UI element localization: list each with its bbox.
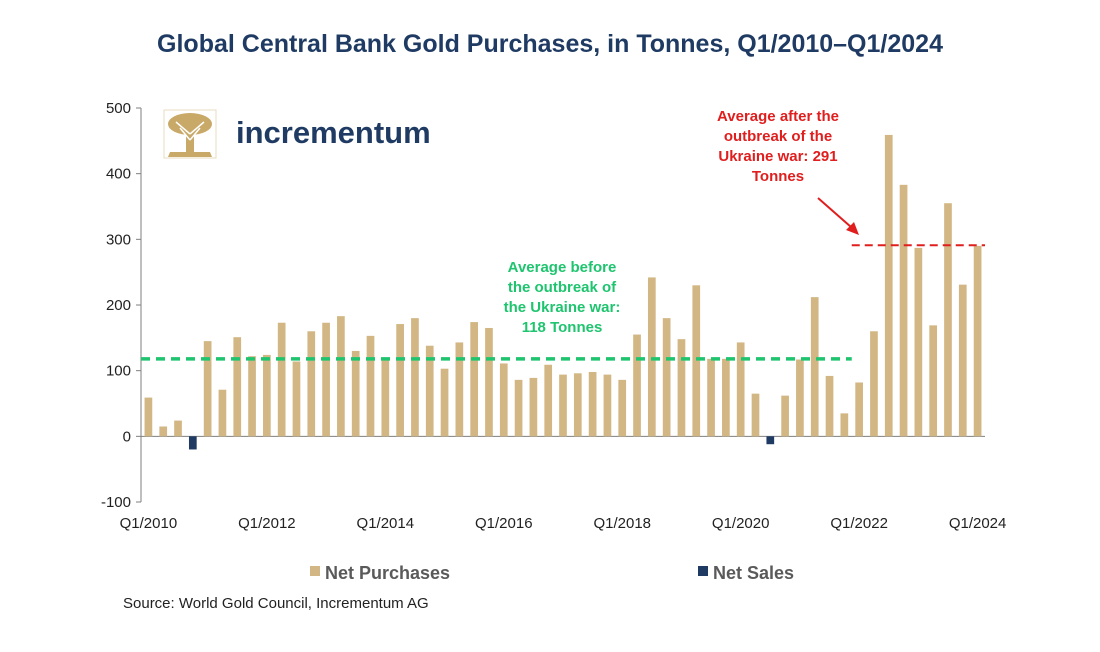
axes: 500 400 300 200 100 0 -100 Q1/2010 Q1/2012 Q1/201… bbox=[101, 100, 1006, 532]
legend: Net Purchases Net Sales bbox=[310, 563, 794, 583]
bar-net-purchases bbox=[544, 364, 553, 437]
bar-net-purchases bbox=[573, 373, 582, 437]
bar-net-purchases bbox=[337, 316, 345, 437]
bar-net-purchases bbox=[929, 325, 938, 437]
y-tick-label: 500 bbox=[106, 100, 131, 117]
bar-net-purchases bbox=[381, 357, 390, 437]
legend-label-net-purchases: Net Purchases bbox=[325, 563, 450, 583]
annotation-after-war: Average after the outbreak of the Ukrain… bbox=[717, 108, 839, 185]
annotation-after-line-3: Ukraine war: 291 bbox=[718, 148, 837, 165]
bar-net-purchases bbox=[603, 374, 612, 437]
tree-logo-icon bbox=[163, 109, 217, 159]
bar-net-purchases bbox=[825, 375, 834, 437]
annotation-before-line-4: 118 Tonnes bbox=[522, 319, 603, 336]
bar-net-purchases bbox=[322, 322, 330, 437]
bar-net-purchases bbox=[692, 285, 701, 437]
y-tick-label: 400 bbox=[106, 166, 131, 183]
bar-net-purchases bbox=[840, 413, 849, 437]
annotation-before-line-3: the Ukraine war: bbox=[504, 299, 621, 316]
source-note: Source: World Gold Council, Incrementum … bbox=[123, 595, 429, 612]
x-tick-label: Q1/2012 bbox=[238, 515, 296, 532]
bar-net-purchases bbox=[722, 358, 730, 437]
bar-net-purchases bbox=[855, 382, 863, 437]
bar-net-purchases bbox=[159, 426, 168, 437]
legend-swatch-net-purchases bbox=[310, 566, 320, 576]
legend-swatch-net-sales bbox=[698, 566, 708, 576]
legend-label-net-sales: Net Sales bbox=[713, 563, 794, 583]
x-tick-label: Q1/2014 bbox=[357, 515, 415, 532]
bar-net-purchases bbox=[781, 395, 789, 437]
x-tick-label: Q1/2010 bbox=[120, 515, 178, 532]
bar-net-purchases bbox=[499, 363, 508, 437]
bar-net-sales bbox=[188, 436, 197, 450]
bar-net-purchases bbox=[870, 331, 878, 437]
annotation-after-line-4: Tonnes bbox=[752, 168, 804, 185]
bar-net-purchases bbox=[440, 368, 449, 437]
logo-text: incrementum bbox=[236, 115, 431, 150]
annotation-before-war: Average before the outbreak of the Ukrai… bbox=[504, 259, 621, 336]
bar-net-purchases bbox=[973, 245, 982, 437]
reference-lines bbox=[141, 244, 985, 361]
annotation-arrow bbox=[817, 197, 859, 235]
bar-net-purchases bbox=[396, 324, 404, 437]
bar-net-purchases bbox=[899, 184, 908, 437]
bar-net-purchases bbox=[411, 318, 419, 437]
annotation-before-line-1: Average before bbox=[508, 259, 617, 276]
x-tick-label: Q1/2022 bbox=[830, 515, 888, 532]
annotation-before-line-2: the outbreak of bbox=[508, 279, 617, 296]
bar-net-purchases bbox=[707, 358, 715, 437]
bars bbox=[144, 134, 982, 450]
bar-net-purchases bbox=[470, 322, 479, 437]
x-tick-label: Q1/2020 bbox=[712, 515, 770, 532]
bar-net-purchases bbox=[351, 350, 360, 437]
annotation-after-line-1: Average after the bbox=[717, 108, 839, 125]
bar-net-purchases bbox=[810, 297, 819, 437]
bar-net-purchases bbox=[307, 331, 316, 437]
bar-net-purchases bbox=[796, 359, 804, 437]
bar-net-purchases bbox=[884, 134, 893, 437]
bar-net-purchases bbox=[455, 342, 464, 437]
bar-net-purchases bbox=[277, 322, 286, 437]
bar-net-purchases bbox=[485, 327, 493, 437]
bar-net-purchases bbox=[203, 341, 212, 437]
bar-net-purchases bbox=[914, 247, 923, 437]
bar-net-purchases bbox=[144, 397, 153, 437]
bar-net-purchases bbox=[677, 339, 686, 437]
incrementum-logo: incrementum bbox=[163, 109, 431, 159]
bar-net-purchases bbox=[751, 393, 760, 437]
y-tick-label: 300 bbox=[106, 231, 131, 248]
bar-net-purchases bbox=[233, 337, 242, 437]
bar-net-purchases bbox=[218, 389, 227, 437]
bar-net-purchases bbox=[292, 361, 301, 437]
bar-net-purchases bbox=[736, 342, 745, 437]
y-tick-label: -100 bbox=[101, 494, 131, 511]
bar-net-purchases bbox=[425, 345, 434, 437]
bar-net-purchases bbox=[514, 379, 523, 437]
x-tick-label: Q1/2024 bbox=[949, 515, 1007, 532]
y-tick-label: 100 bbox=[106, 363, 131, 380]
bar-net-purchases bbox=[633, 334, 641, 437]
bar-net-purchases bbox=[944, 203, 952, 437]
bar-net-purchases bbox=[647, 277, 656, 437]
x-tick-label: Q1/2016 bbox=[475, 515, 533, 532]
bar-net-purchases bbox=[174, 420, 182, 437]
bar-net-sales bbox=[766, 436, 775, 445]
bar-net-purchases bbox=[958, 284, 967, 437]
bar-net-purchases bbox=[618, 379, 627, 437]
bar-net-purchases bbox=[529, 377, 538, 437]
bar-net-purchases bbox=[366, 335, 375, 437]
bar-net-purchases bbox=[588, 371, 597, 437]
y-tick-label: 0 bbox=[123, 428, 131, 445]
bar-net-purchases bbox=[559, 374, 567, 437]
bar-net-purchases bbox=[263, 354, 271, 437]
chart-title: Global Central Bank Gold Purchases, in T… bbox=[157, 30, 943, 58]
annotation-after-line-2: outbreak of the bbox=[724, 128, 832, 145]
bar-net-purchases bbox=[662, 318, 671, 437]
x-tick-label: Q1/2018 bbox=[593, 515, 651, 532]
bar-net-purchases bbox=[248, 356, 256, 437]
y-tick-label: 200 bbox=[106, 297, 131, 314]
